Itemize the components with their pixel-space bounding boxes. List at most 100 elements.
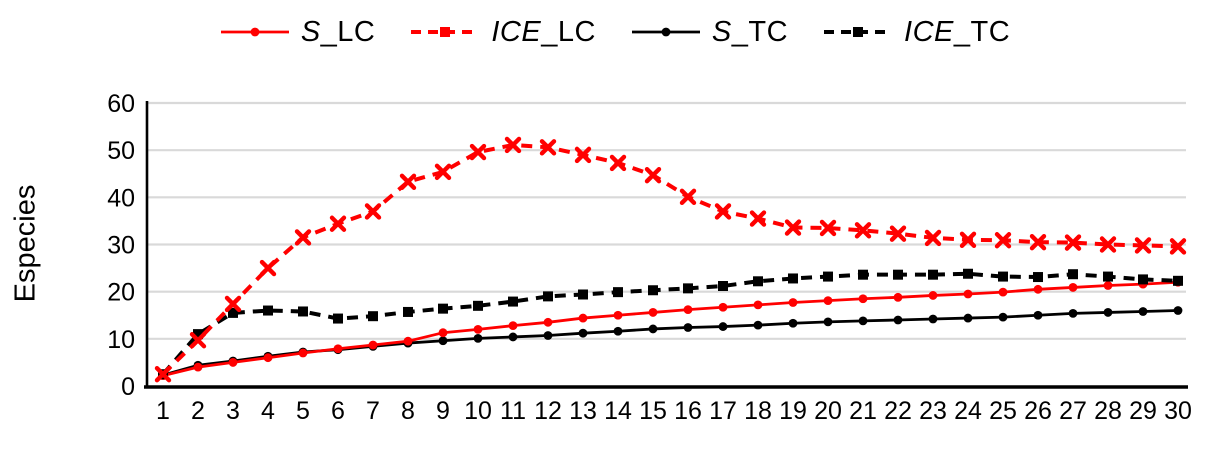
series-S_TC-p10-marker — [473, 333, 483, 343]
series-ICE_TC-p2-marker — [193, 329, 203, 340]
series-S_TC-p11-marker — [508, 332, 518, 342]
series-ICE_TC-p8-marker — [403, 306, 413, 317]
series-S_LC-p13-marker — [578, 313, 588, 323]
series-ICE_TC-p11-marker — [508, 296, 518, 307]
y-tick-label-10: 10 — [107, 326, 135, 354]
series-S_TC-p19-marker — [788, 318, 798, 328]
y-tick-label-40: 40 — [107, 184, 135, 212]
series-S_LC-p6-marker — [333, 344, 343, 354]
series-ICE_LC-p12-marker — [539, 139, 557, 156]
series-S_TC-p22-marker — [893, 315, 903, 325]
x-tick-label-27: 27 — [1059, 397, 1087, 425]
series-ICE_LC-p24-marker — [959, 231, 977, 248]
series-S_TC-p28-marker — [1103, 308, 1113, 317]
y-tick-label-60: 60 — [107, 90, 135, 118]
series-S_LC-p21-marker — [858, 294, 868, 304]
series-ICE_TC-p25-marker — [998, 271, 1008, 282]
series-S_TC-p23-marker — [928, 314, 938, 324]
series-ICE_TC-p29-marker — [1138, 274, 1148, 285]
series-ICE_TC-p12-marker — [543, 291, 553, 302]
series-ICE_LC-p4-marker — [259, 259, 277, 277]
series-ICE_TC-p13-marker — [578, 289, 588, 300]
x-tick-label-11: 11 — [500, 397, 526, 425]
series-S_LC-p27-marker — [1068, 283, 1078, 292]
series-S_LC-p11-marker — [508, 321, 518, 331]
series-ICE_LC-p2-marker — [189, 332, 207, 349]
series-S_TC-p12-marker — [543, 331, 553, 340]
series-ICE_LC-p11-marker — [504, 136, 522, 154]
legend-sample-solid-line — [220, 27, 289, 37]
series-S_LC-p4-marker — [263, 353, 273, 363]
series-ICE_LC-p7-marker — [364, 203, 382, 220]
series-S_LC-p7-marker — [368, 340, 378, 350]
series-ICE_TC-p23-marker — [928, 269, 938, 280]
series-ICE_TC-p28-marker — [1103, 271, 1113, 282]
x-tick-label-21: 21 — [849, 397, 877, 425]
series-S_TC-p29-marker — [1138, 307, 1148, 316]
series-ICE_LC-p8-marker — [399, 173, 417, 190]
legend-label-ice-lc: ICE_LC — [491, 15, 596, 48]
x-tick-label-19: 19 — [779, 397, 807, 425]
y-tick-label-50: 50 — [107, 137, 135, 165]
series-ICE_TC-p20-marker — [823, 271, 833, 282]
series-ICE_TC-p10-marker — [473, 300, 483, 311]
series-S_LC-p2-marker — [193, 362, 203, 372]
series-ICE_LC-p18-marker — [749, 210, 767, 227]
legend-sample-dashed-line — [824, 27, 893, 37]
x-tick-label-12: 12 — [534, 397, 562, 425]
series-ICE_LC-p19-marker — [784, 219, 802, 236]
series-ICE_LC-p6-marker — [329, 215, 347, 232]
series-S_TC-p13-marker — [578, 328, 588, 338]
series-S_LC-p19-marker — [788, 298, 798, 307]
legend-marker-x — [440, 27, 451, 37]
series-ICE_TC-p21-marker — [858, 269, 868, 280]
series-line-ICE_TC — [161, 271, 1179, 376]
series-S_LC-p24-marker — [963, 289, 973, 299]
x-tick-label-7: 7 — [366, 397, 380, 425]
x-tick-label-1: 1 — [156, 397, 170, 425]
legend-label-ice-tc: ICE_TC — [904, 15, 1011, 48]
legend-marker-square — [853, 27, 864, 37]
series-S_LC-p25-marker — [998, 287, 1008, 297]
series-ICE_TC-p5-marker — [298, 306, 308, 317]
series-ICE_TC-p30-marker — [1173, 275, 1183, 286]
series-ICE_TC-p27-marker — [1068, 269, 1078, 280]
series-S_TC-p24-marker — [963, 313, 973, 323]
series-S_TC-p30-marker — [1173, 306, 1183, 315]
series-ICE_LC-p30-marker — [1169, 238, 1187, 255]
legend-marker-circle — [661, 27, 671, 37]
series-ICE_LC-p9-marker — [434, 163, 452, 181]
series-ICE_TC-p18-marker — [753, 276, 763, 287]
x-tick-label-17: 17 — [709, 397, 737, 425]
series-S_LC-p12-marker — [543, 317, 553, 327]
series-S_LC-p17-marker — [718, 302, 728, 312]
series-S_TC-p15-marker — [648, 324, 658, 334]
legend-sample-dashed-line — [411, 27, 480, 37]
series-line-S_LC — [162, 280, 1179, 377]
series-S_LC-p5-marker — [298, 348, 308, 358]
series-ICE_TC-p17-marker — [718, 281, 728, 292]
series-ICE_LC-p27-marker — [1064, 234, 1082, 251]
series-ICE_TC-p14-marker — [613, 287, 623, 298]
series-ICE_LC-p3-marker — [224, 295, 242, 313]
series-ICE_LC-p25-marker — [994, 232, 1012, 249]
chart-legend: S_LC ICE_LC S_TC ICE_TC — [0, 6, 1229, 58]
x-tick-label-15: 15 — [639, 397, 667, 425]
legend-item-s-lc: S_LC — [219, 16, 376, 49]
x-tick-label-20: 20 — [814, 397, 842, 425]
series-S_TC-p27-marker — [1068, 308, 1078, 318]
series-S_LC-p10-marker — [473, 325, 483, 334]
y-tick-label-30: 30 — [107, 232, 135, 260]
series-S_TC-p9-marker — [438, 336, 448, 346]
x-tick-label-22: 22 — [884, 397, 912, 425]
x-tick-label-28: 28 — [1094, 397, 1122, 425]
series-S_LC-p22-marker — [893, 292, 903, 302]
series-ICE_LC-p28-marker — [1099, 236, 1117, 253]
x-tick-label-4: 4 — [261, 397, 275, 425]
x-tick-label-23: 23 — [919, 397, 947, 425]
series-ICE_TC-p26-marker — [1033, 272, 1043, 283]
series-ICE_LC-p16-marker — [679, 188, 697, 206]
series-ICE_LC-p1-marker — [154, 366, 172, 383]
series-ICE_TC-p7-marker — [368, 311, 378, 322]
